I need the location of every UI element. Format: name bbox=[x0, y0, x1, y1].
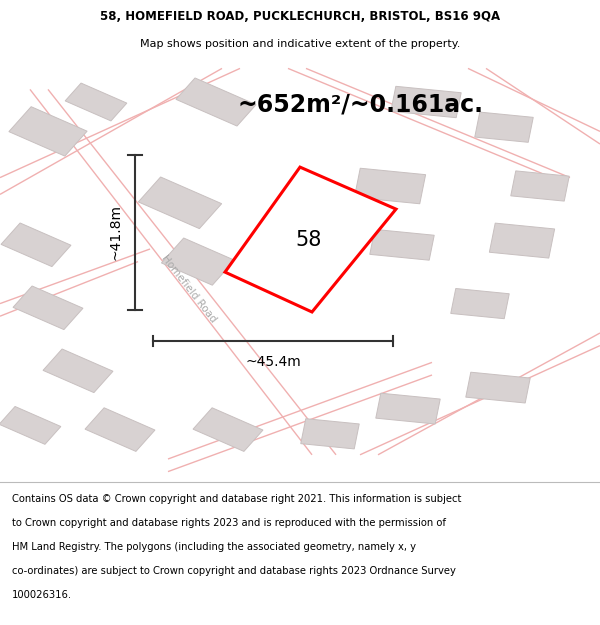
Polygon shape bbox=[355, 168, 425, 204]
Polygon shape bbox=[511, 171, 569, 201]
Text: Map shows position and indicative extent of the property.: Map shows position and indicative extent… bbox=[140, 39, 460, 49]
Polygon shape bbox=[451, 289, 509, 319]
Text: co-ordinates) are subject to Crown copyright and database rights 2023 Ordnance S: co-ordinates) are subject to Crown copyr… bbox=[12, 566, 456, 576]
Text: Contains OS data © Crown copyright and database right 2021. This information is : Contains OS data © Crown copyright and d… bbox=[12, 494, 461, 504]
Text: HM Land Registry. The polygons (including the associated geometry, namely x, y: HM Land Registry. The polygons (includin… bbox=[12, 542, 416, 552]
Polygon shape bbox=[466, 372, 530, 403]
Text: 58, HOMEFIELD ROAD, PUCKLECHURCH, BRISTOL, BS16 9QA: 58, HOMEFIELD ROAD, PUCKLECHURCH, BRISTO… bbox=[100, 10, 500, 22]
Polygon shape bbox=[0, 406, 61, 444]
Polygon shape bbox=[391, 86, 461, 118]
Text: ~41.8m: ~41.8m bbox=[109, 204, 123, 260]
Polygon shape bbox=[376, 393, 440, 424]
Text: 100026316.: 100026316. bbox=[12, 590, 72, 600]
Polygon shape bbox=[490, 223, 554, 258]
Polygon shape bbox=[13, 286, 83, 329]
Polygon shape bbox=[65, 83, 127, 121]
Polygon shape bbox=[301, 419, 359, 449]
Polygon shape bbox=[85, 408, 155, 451]
Text: 58: 58 bbox=[295, 230, 322, 250]
Text: to Crown copyright and database rights 2023 and is reproduced with the permissio: to Crown copyright and database rights 2… bbox=[12, 518, 446, 528]
Polygon shape bbox=[1, 223, 71, 267]
Polygon shape bbox=[370, 229, 434, 260]
Polygon shape bbox=[139, 177, 221, 229]
Polygon shape bbox=[43, 349, 113, 392]
Polygon shape bbox=[475, 112, 533, 142]
Polygon shape bbox=[225, 167, 396, 312]
Polygon shape bbox=[161, 238, 235, 285]
Text: ~652m²/~0.161ac.: ~652m²/~0.161ac. bbox=[237, 92, 483, 116]
Polygon shape bbox=[193, 408, 263, 451]
Polygon shape bbox=[9, 107, 87, 156]
Polygon shape bbox=[176, 78, 256, 126]
Text: Homefield Road: Homefield Road bbox=[160, 253, 218, 324]
Text: ~45.4m: ~45.4m bbox=[245, 356, 301, 369]
